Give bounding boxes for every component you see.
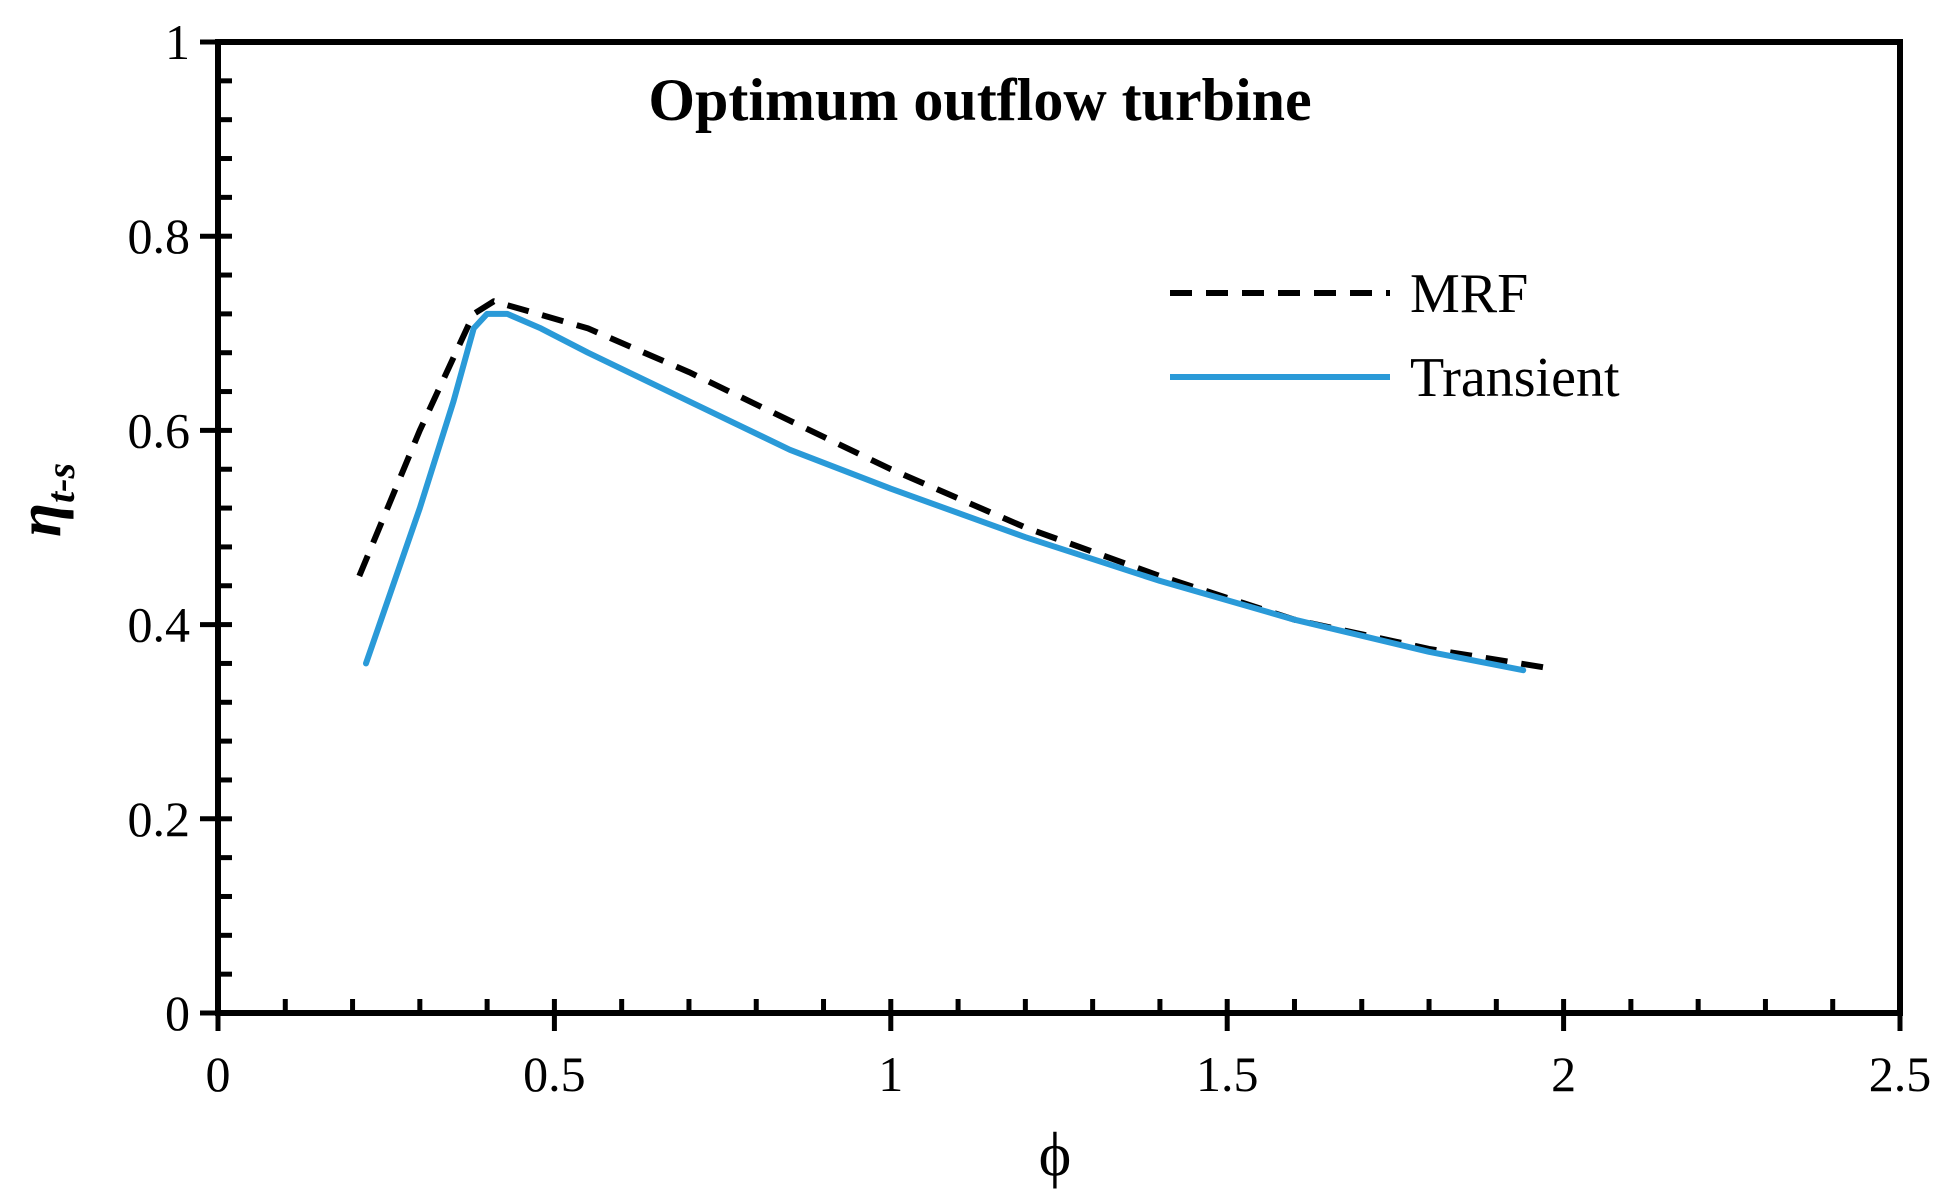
minor-ticks (200, 39, 1903, 1031)
x-axis-label: ϕ (1039, 1121, 1072, 1189)
x-tick-label: 2.5 (1869, 1046, 1932, 1102)
series-line-transient (363, 310, 1527, 674)
legend-label-mrf: MRF (1410, 263, 1528, 325)
y-tick-label: 0 (165, 985, 190, 1041)
y-axis-label-main: η (6, 503, 74, 537)
x-tick-label: 0 (206, 1046, 231, 1102)
y-axis-label-sub: t-s (38, 463, 83, 503)
x-tick-label: 1 (878, 1046, 903, 1102)
chart-title: Optimum outflow turbine (648, 67, 1311, 133)
svg-text:ηt-s: ηt-s (6, 463, 83, 537)
y-tick-label: 1 (165, 14, 190, 70)
series-layer (356, 298, 1551, 674)
x-tick-label: 1.5 (1196, 1046, 1259, 1102)
y-tick-label: 0.2 (128, 791, 191, 847)
series-line-mrf (356, 298, 1551, 672)
x-tick-label: 2 (1551, 1046, 1576, 1102)
x-tick-label: 0.5 (523, 1046, 586, 1102)
y-tick-label: 0.6 (128, 402, 191, 458)
y-tick-label: 0.8 (128, 208, 191, 264)
legend-label-transient: Transient (1410, 347, 1620, 409)
y-tick-label: 0.4 (128, 597, 191, 653)
y-axis-label: ηt-s (6, 463, 83, 537)
tick-labels: 0 0.5 1 1.5 2 2.5 0 0.2 0.4 0.6 0.8 1 (128, 14, 1932, 1102)
plot-frame (215, 39, 1903, 1016)
legend: MRF Transient (1170, 263, 1620, 409)
axes (215, 39, 1903, 1016)
